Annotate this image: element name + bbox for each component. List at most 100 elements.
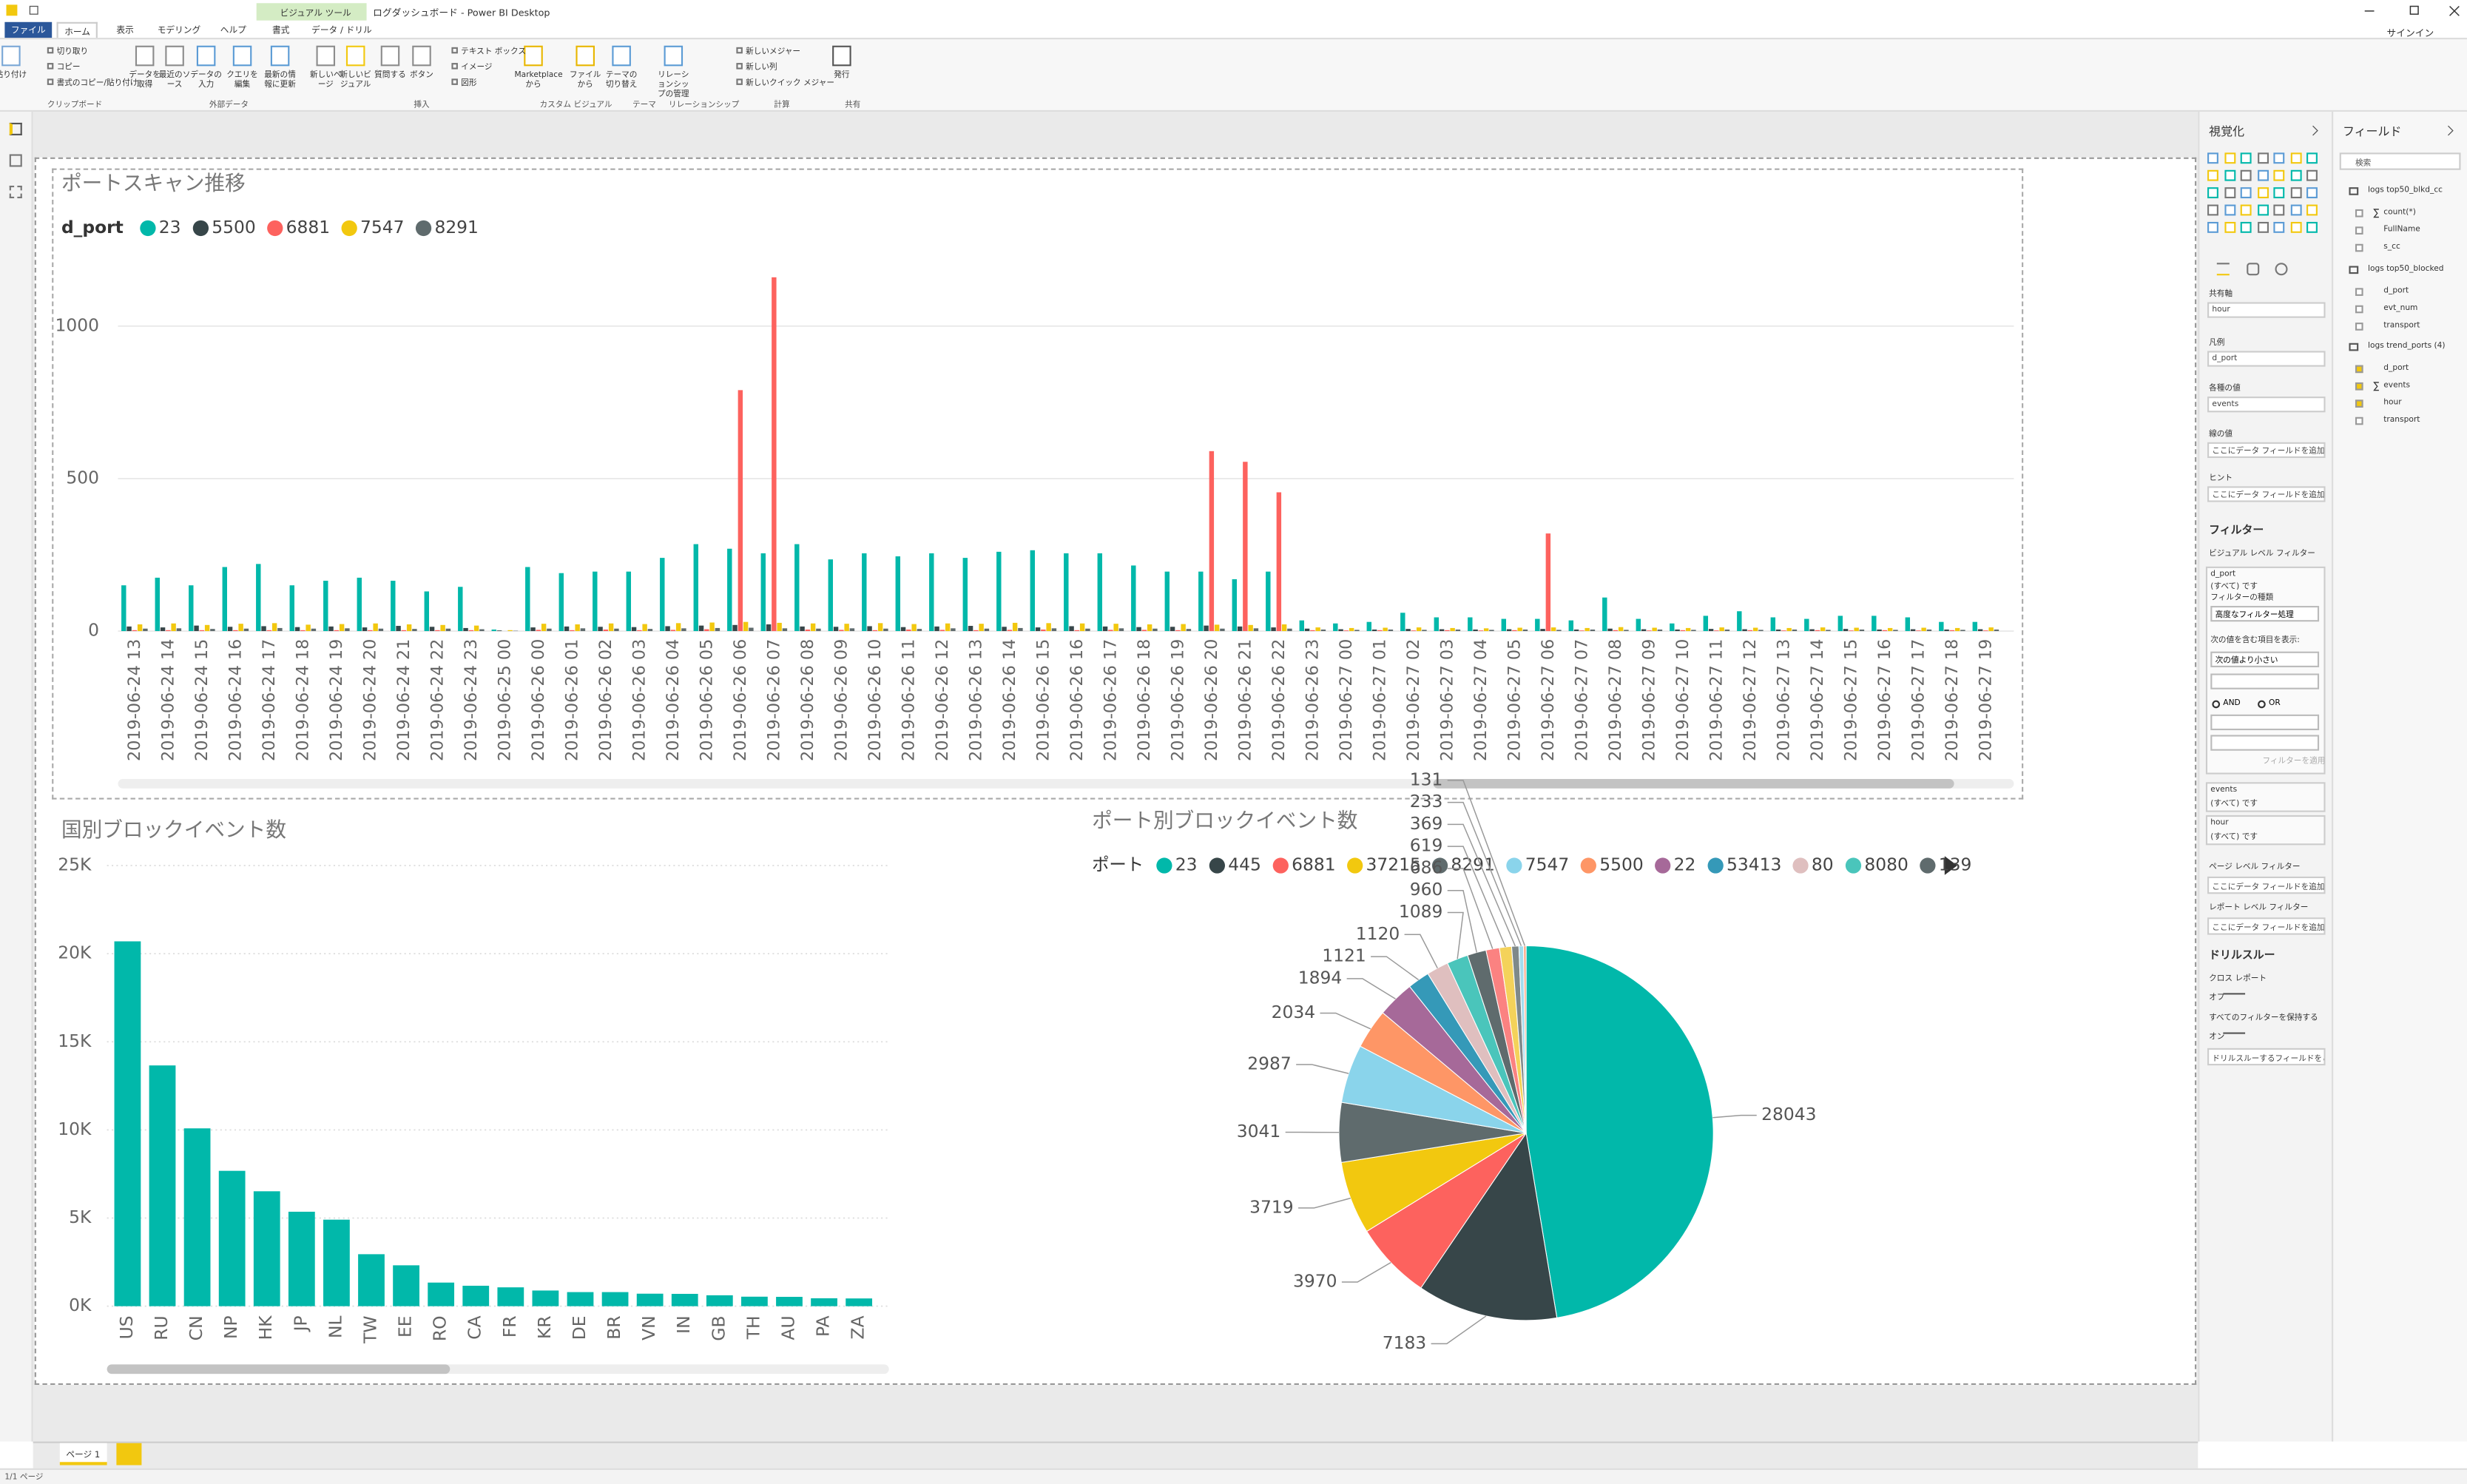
visual-type-icon[interactable] bbox=[2224, 221, 2235, 233]
filter-apply[interactable]: フィルターを適用 bbox=[2262, 757, 2326, 766]
table-icon[interactable] bbox=[2349, 187, 2359, 195]
field-checkbox[interactable] bbox=[2355, 416, 2363, 425]
visual-type-icon[interactable] bbox=[2306, 187, 2318, 199]
ribbon-tab[interactable]: 書式 bbox=[271, 27, 290, 36]
ribbon-button-icon[interactable] bbox=[524, 45, 543, 67]
ribbon-small-icon[interactable] bbox=[451, 78, 458, 85]
visual-type-icon[interactable] bbox=[2306, 152, 2318, 164]
filter-card[interactable] bbox=[2205, 814, 2326, 846]
save-icon[interactable] bbox=[29, 5, 38, 15]
field-checkbox[interactable] bbox=[2355, 226, 2363, 235]
page-tab[interactable]: ページ 1 bbox=[59, 1443, 107, 1466]
visual-type-icon[interactable] bbox=[2289, 187, 2301, 199]
legend-next-arrow[interactable] bbox=[1944, 856, 1957, 875]
ribbon-small-button[interactable]: テキスト ボックス bbox=[461, 47, 527, 57]
filter-drop-box[interactable]: ここにデータ フィールドを追加し... bbox=[2207, 917, 2326, 935]
visual-type-icon[interactable] bbox=[2207, 187, 2218, 199]
ribbon-button-icon[interactable] bbox=[412, 45, 431, 67]
ribbon-button[interactable]: テーマの切り替え bbox=[605, 70, 638, 90]
ribbon-small-button[interactable]: コピー bbox=[56, 63, 81, 72]
visual-type-icon[interactable] bbox=[2257, 187, 2268, 199]
field-checkbox[interactable] bbox=[2355, 323, 2363, 331]
visual-type-icon[interactable] bbox=[2257, 221, 2268, 233]
ribbon-small-button[interactable]: 新しいクイック メジャー bbox=[746, 78, 834, 89]
ribbon-small-button[interactable]: 図形 bbox=[461, 78, 477, 89]
ribbon-small-icon[interactable] bbox=[47, 47, 54, 54]
visual-type-icon[interactable] bbox=[2289, 221, 2301, 233]
well-box[interactable]: ここにデータ フィールドを追加し... bbox=[2207, 442, 2326, 459]
nav-model-icon[interactable] bbox=[9, 186, 22, 199]
drill-drop-box[interactable]: ドリルスルーするフィールドをここに... bbox=[2207, 1048, 2326, 1066]
ribbon-button[interactable]: クエリを編集 bbox=[226, 70, 258, 90]
ribbon-button-icon[interactable] bbox=[232, 45, 252, 67]
ribbon-tab[interactable]: データ / ドリル bbox=[311, 27, 372, 36]
ribbon-small-icon[interactable] bbox=[736, 78, 743, 85]
ribbon-button-icon[interactable] bbox=[345, 45, 365, 67]
field-name[interactable]: hour bbox=[2383, 398, 2402, 408]
ribbon-button[interactable]: ボタン bbox=[410, 70, 433, 81]
ribbon-button[interactable]: 最近のソース bbox=[158, 70, 191, 90]
well-box[interactable]: events bbox=[2207, 397, 2326, 413]
ribbon-button-icon[interactable] bbox=[135, 45, 155, 67]
visual-type-icon[interactable] bbox=[2273, 169, 2285, 181]
ribbon-button[interactable]: 発行 bbox=[834, 70, 850, 81]
ribbon-small-icon[interactable] bbox=[736, 47, 743, 54]
visual-type-icon[interactable] bbox=[2257, 169, 2268, 181]
filter-card[interactable] bbox=[2205, 782, 2326, 812]
field-name[interactable]: d_port bbox=[2383, 286, 2409, 296]
ribbon-small-icon[interactable] bbox=[736, 63, 743, 70]
visual-type-icon[interactable] bbox=[2306, 204, 2318, 216]
visual-type-icon[interactable] bbox=[2257, 204, 2268, 216]
ribbon-button-icon[interactable] bbox=[576, 45, 595, 67]
visual-type-icon[interactable] bbox=[2240, 221, 2252, 233]
field-checkbox[interactable] bbox=[2355, 288, 2363, 296]
ribbon-button-icon[interactable] bbox=[832, 45, 851, 67]
ribbon-small-button[interactable]: 書式のコピー/貼り付け bbox=[56, 78, 138, 89]
visual-type-icon[interactable] bbox=[2289, 152, 2301, 164]
ribbon-button[interactable]: データを取得 bbox=[129, 70, 161, 90]
ribbon-small-button[interactable]: 新しい列 bbox=[746, 63, 777, 72]
well-box[interactable]: hour bbox=[2207, 302, 2326, 318]
ribbon-button[interactable]: 最新の情報に更新 bbox=[264, 70, 296, 90]
ribbon-small-icon[interactable] bbox=[47, 78, 54, 85]
field-name[interactable]: transport bbox=[2383, 415, 2420, 425]
field-checkbox[interactable] bbox=[2355, 243, 2363, 252]
filter-dropdown-2[interactable] bbox=[2210, 714, 2320, 731]
toggle-off[interactable] bbox=[2223, 993, 2246, 999]
well-box[interactable]: ここにデータ フィールドを追加し... bbox=[2207, 486, 2326, 502]
field-checkbox[interactable] bbox=[2355, 209, 2363, 217]
table-name[interactable]: logs trend_ports (4) bbox=[2367, 341, 2446, 351]
visual-type-icon[interactable] bbox=[2224, 152, 2235, 164]
visual-type-icon[interactable] bbox=[2289, 169, 2301, 181]
table-name[interactable]: logs top50_blkd_cc bbox=[2367, 186, 2443, 195]
field-checkbox[interactable] bbox=[2355, 305, 2363, 314]
radio-and[interactable] bbox=[2212, 700, 2221, 709]
ribbon-button-icon[interactable] bbox=[664, 45, 684, 67]
visual-type-icon[interactable] bbox=[2240, 152, 2252, 164]
ribbon-tab[interactable]: ホーム bbox=[56, 21, 98, 38]
ribbon-small-button[interactable]: 新しいメジャー bbox=[746, 47, 801, 57]
table-icon[interactable] bbox=[2349, 343, 2359, 351]
sign-in[interactable]: サインイン bbox=[2386, 28, 2434, 40]
visual-type-icon[interactable] bbox=[2207, 152, 2218, 164]
visual-type-icon[interactable] bbox=[2273, 204, 2285, 216]
filter-drop-box[interactable]: ここにデータ フィールドを追加し... bbox=[2207, 876, 2326, 894]
ribbon-small-button[interactable]: 切り取り bbox=[56, 47, 89, 57]
ribbon-small-icon[interactable] bbox=[451, 47, 458, 54]
visual-type-icon[interactable] bbox=[2273, 187, 2285, 199]
ribbon-button[interactable]: 質問する bbox=[374, 70, 406, 81]
ribbon-tab[interactable]: ファイル bbox=[4, 21, 53, 38]
field-checkbox[interactable] bbox=[2355, 382, 2363, 391]
field-name[interactable]: evt_num bbox=[2383, 303, 2418, 314]
ribbon-button-icon[interactable] bbox=[1, 45, 21, 67]
field-name[interactable]: events bbox=[2383, 380, 2411, 391]
toggle-on[interactable] bbox=[2223, 1032, 2246, 1039]
ribbon-button[interactable]: リレーションシップの管理 bbox=[658, 70, 689, 100]
field-name[interactable]: transport bbox=[2383, 320, 2420, 331]
ribbon-button-icon[interactable] bbox=[380, 45, 400, 67]
table-icon[interactable] bbox=[2349, 266, 2359, 274]
ribbon-small-icon[interactable] bbox=[451, 63, 458, 70]
search-box[interactable]: 検索 bbox=[2339, 152, 2461, 170]
ribbon-tab[interactable]: モデリング bbox=[157, 27, 201, 36]
field-name[interactable]: count(*) bbox=[2383, 207, 2416, 217]
